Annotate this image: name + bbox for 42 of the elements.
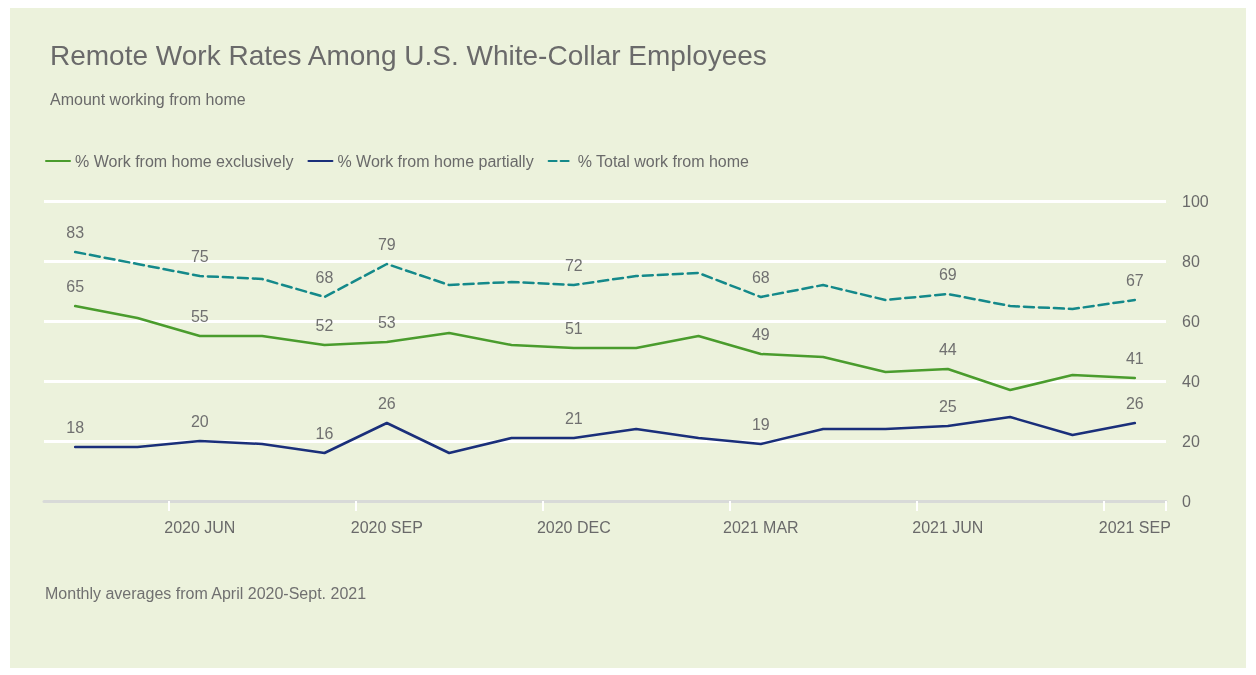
y-tick-label: 80 [1182, 252, 1200, 270]
legend-label: % Work from home partially [337, 152, 534, 170]
y-tick-label: 0 [1182, 492, 1191, 510]
data-label: 72 [564, 256, 583, 274]
data-label: 41 [1125, 349, 1144, 367]
data-label: 75 [190, 247, 209, 265]
data-label: 20 [190, 412, 209, 430]
x-tick-label: 2021 JUN [912, 518, 984, 536]
data-label: 79 [377, 235, 396, 253]
y-tick-label: 20 [1182, 432, 1200, 450]
chart-title: Remote Work Rates Among U.S. White-Collar Employees [50, 39, 767, 71]
data-label: 83 [66, 223, 85, 241]
data-label: 44 [938, 340, 957, 358]
data-label: 65 [66, 277, 85, 295]
data-label: 21 [564, 409, 583, 427]
data-label: 19 [751, 415, 770, 433]
y-tick-label: 60 [1182, 312, 1200, 330]
y-tick-label: 40 [1182, 372, 1200, 390]
x-tick-label: 2020 DEC [536, 518, 611, 536]
data-label: 67 [1125, 271, 1144, 289]
chart-subtitle: Amount working from home [50, 90, 246, 108]
x-tick-label: 2021 MAR [723, 518, 799, 536]
legend-label: % Work from home exclusively [75, 152, 294, 170]
data-label: 68 [315, 268, 334, 286]
x-tick-label: 2020 SEP [350, 518, 423, 536]
data-label: 18 [66, 418, 85, 436]
data-label: 69 [938, 265, 957, 283]
data-label: 53 [377, 313, 396, 331]
data-label: 25 [938, 397, 957, 415]
data-label: 51 [564, 319, 583, 337]
data-label: 26 [1125, 394, 1144, 412]
data-label: 52 [315, 316, 334, 334]
data-label: 16 [315, 424, 334, 442]
y-tick-label: 100 [1182, 192, 1209, 210]
x-tick-label: 2020 JUN [164, 518, 236, 536]
data-label: 55 [190, 307, 209, 325]
data-label: 26 [377, 394, 396, 412]
x-tick-label: 2021 SEP [1098, 518, 1171, 536]
data-label: 49 [751, 325, 770, 343]
text: Monthly averages from April 2020-Sept. 2021 [45, 584, 367, 602]
data-label: 68 [751, 268, 770, 286]
legend-label: % Total work from home [577, 152, 750, 170]
